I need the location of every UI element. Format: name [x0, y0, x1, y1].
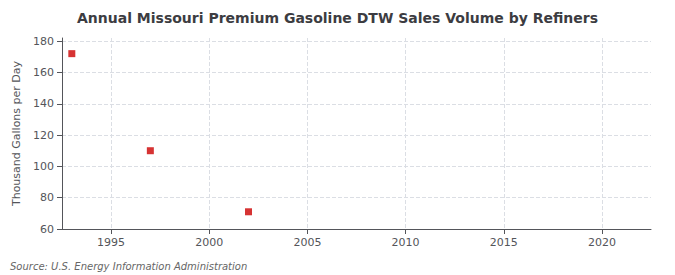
- svg-text:2005: 2005: [293, 236, 321, 249]
- svg-text:2020: 2020: [588, 236, 616, 249]
- svg-text:140: 140: [33, 97, 54, 110]
- svg-text:Annual Missouri Premium Gasoli: Annual Missouri Premium Gasoline DTW Sal…: [77, 10, 598, 26]
- svg-text:120: 120: [33, 129, 54, 142]
- svg-text:2015: 2015: [490, 236, 518, 249]
- svg-text:80: 80: [40, 191, 54, 204]
- svg-text:Source: U.S. Energy Informatio: Source: U.S. Energy Information Administ…: [10, 261, 247, 272]
- svg-text:2000: 2000: [195, 236, 223, 249]
- svg-text:100: 100: [33, 160, 54, 173]
- svg-text:Thousand Gallons per Day: Thousand Gallons per Day: [10, 60, 23, 207]
- svg-text:180: 180: [33, 35, 54, 48]
- svg-text:2010: 2010: [392, 236, 420, 249]
- svg-text:1995: 1995: [97, 236, 125, 249]
- svg-text:160: 160: [33, 66, 54, 79]
- svg-text:60: 60: [40, 223, 54, 236]
